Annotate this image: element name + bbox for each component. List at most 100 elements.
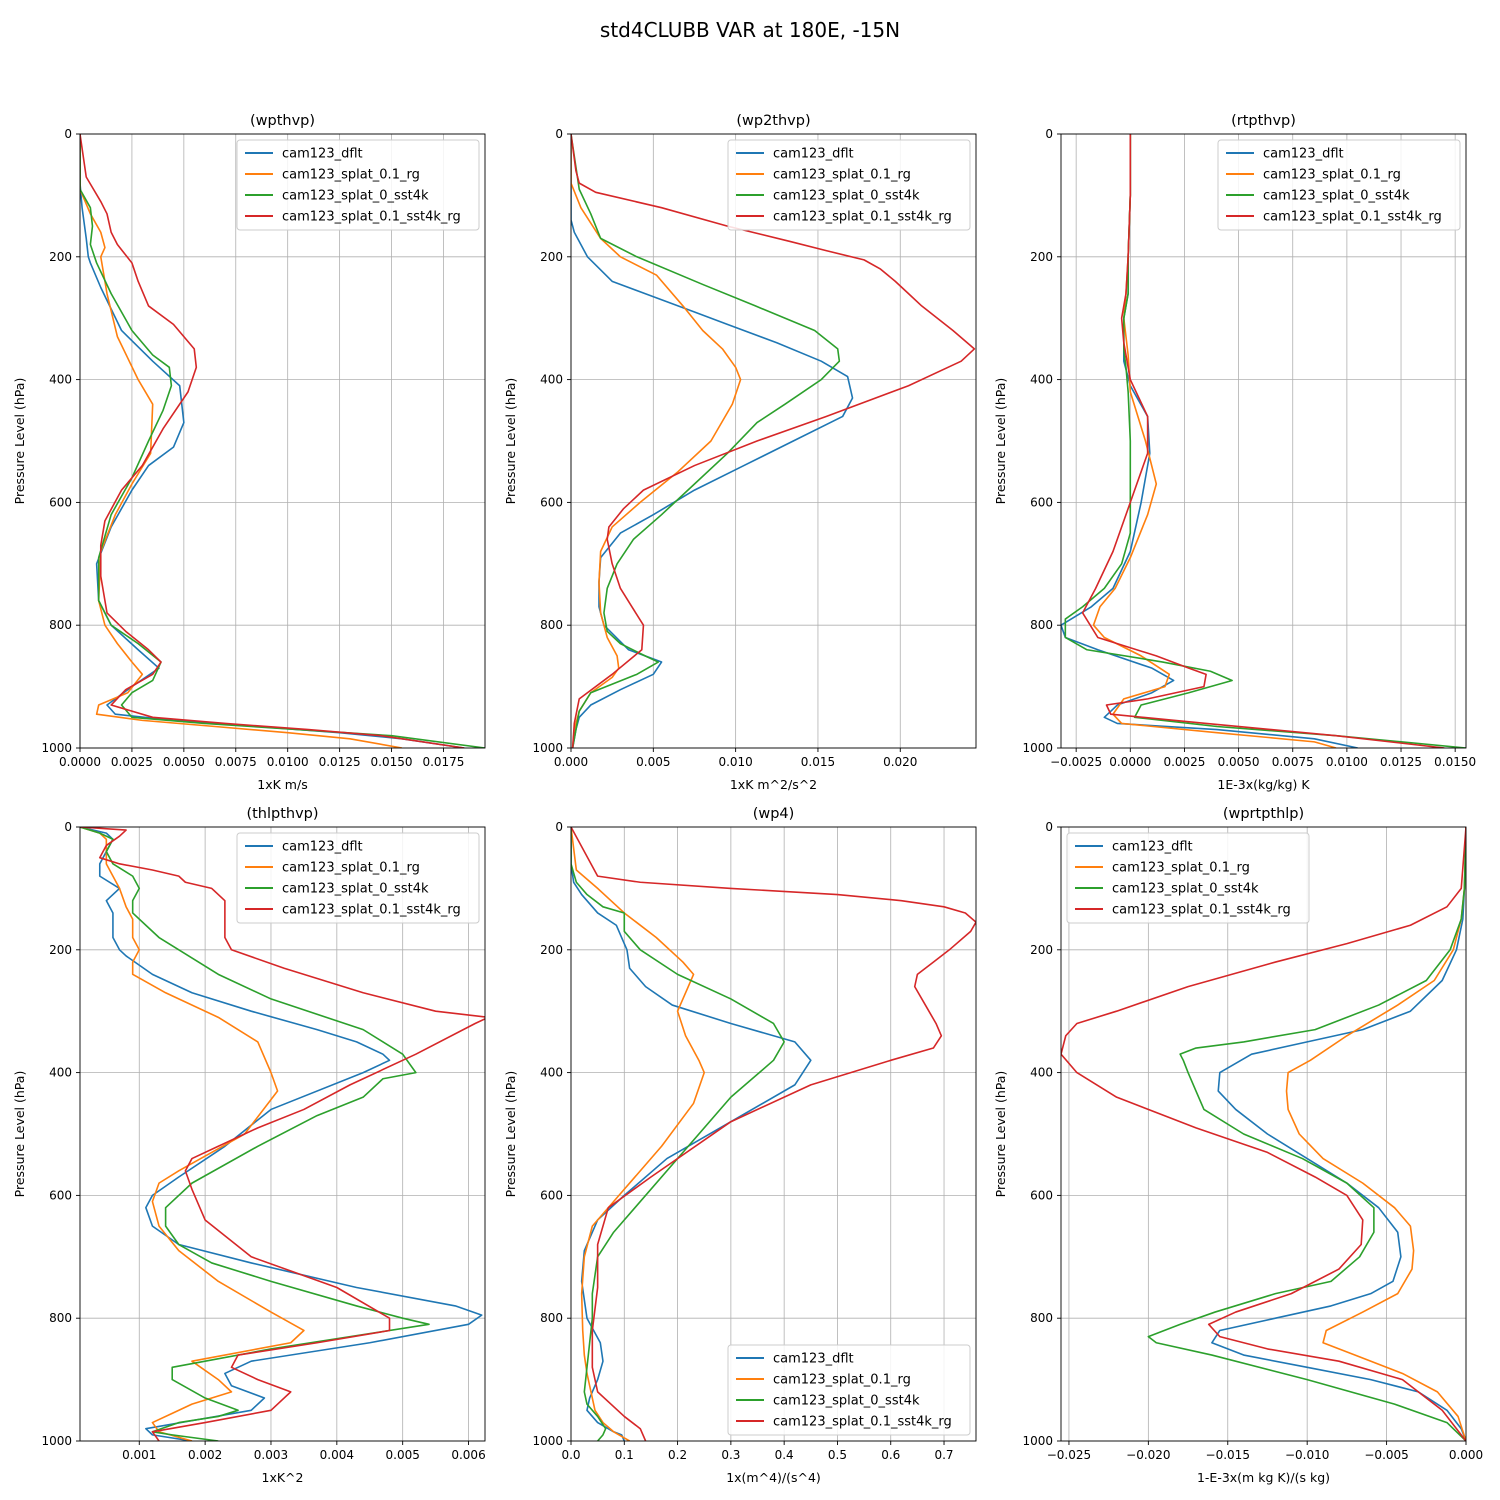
x-axis-label: 1xK^2 (262, 1470, 304, 1485)
legend-label: cam123_splat_0.1_rg (1112, 861, 1250, 876)
y-tick-label: 0 (1045, 820, 1053, 834)
legend-box (236, 832, 480, 924)
x-axis-label: 1E-3x(kg/kg) K (1217, 777, 1310, 792)
series-line-cam123_splat_0.1_sst4k_rg (80, 134, 465, 748)
x-tick-label: 0.005 (386, 1448, 420, 1462)
legend-label: cam123_splat_0.1_rg (282, 168, 420, 183)
legend-label: cam123_splat_0_sst4k (1112, 882, 1259, 897)
subplot-5: 0.0 0.1 0.2 0.3 0.4 0.5 0.6 0.7 0 200 400 600 800 100… (503, 806, 977, 1485)
axes-frame (570, 133, 977, 749)
y-axis-label: Pressure Level (hPa) (503, 1071, 518, 1198)
y-tick-label: 800 (49, 618, 72, 632)
x-tick-label: 0.0000 (1109, 755, 1151, 769)
y-tick-label: 400 (1030, 1066, 1053, 1080)
series-line-cam123_splat_0_sst4k (571, 827, 785, 1441)
series-line-cam123_splat_0.1_rg (571, 827, 706, 1441)
y-tick-label: 1000 (1022, 741, 1053, 755)
x-tick-label: 0.6 (881, 1448, 900, 1462)
y-tick-label: 0 (555, 820, 563, 834)
series-group (80, 827, 485, 1441)
x-tick-label: 0.006 (451, 1448, 485, 1462)
legend: cam123_dflt cam123_splat_0.1_rg cam123_spl… (236, 139, 480, 231)
x-tick-label: 0.000 (1449, 1448, 1483, 1462)
legend-box (727, 1344, 971, 1436)
x-tick-label: −0.015 (1206, 1448, 1250, 1462)
series-line-cam123_splat_0.1_rg (571, 134, 742, 748)
legend-label: cam123_splat_0.1_rg (282, 861, 420, 876)
y-axis-label: Pressure Level (hPa) (993, 1071, 1008, 1198)
y-tick-label: 0 (1045, 127, 1053, 141)
series-line-cam123_dflt (571, 134, 854, 748)
subplot-title: (wp4) (753, 806, 795, 822)
x-axis-label: 1x(m^4)/(s^4) (726, 1470, 821, 1485)
plot-area (571, 134, 976, 748)
subplot-4: 0.001 0.002 0.003 0.004 0.005 0.006 0 200 400 600… (12, 806, 486, 1485)
series-line-cam123_splat_0_sst4k (80, 134, 485, 748)
y-tick-label: 1000 (532, 1434, 563, 1448)
x-tick-label: 0.001 (122, 1448, 156, 1462)
y-tick-label: 800 (49, 1311, 72, 1325)
y-tick-label: 200 (540, 943, 563, 957)
legend-label: cam123_splat_0_sst4k (282, 189, 429, 204)
y-axis-label: Pressure Level (hPa) (12, 1071, 27, 1198)
subplot-1: 0.0000 0.0025 0.0050 0.0075 0.0100 0.0125 0.01… (12, 113, 486, 792)
y-tick-label: 800 (540, 1311, 563, 1325)
series-line-cam123_dflt (80, 134, 465, 748)
y-tick-label: 1000 (41, 1434, 72, 1448)
y-tick-label: 0 (64, 820, 72, 834)
subplot-2: 0.000 0.005 0.010 0.015 0.020 0 200 400 600 800 10… (503, 113, 977, 792)
x-tick-label: 0.020 (883, 755, 917, 769)
y-tick-label: 800 (1030, 618, 1053, 632)
y-tick-label: 0 (555, 127, 563, 141)
series-line-cam123_dflt (1211, 827, 1466, 1441)
subplot-title: (rtpthvp) (1231, 113, 1296, 129)
legend-label: cam123_splat_0_sst4k (773, 1394, 920, 1409)
x-axis-label: 1-E-3x(m kg K)/(s kg) (1197, 1470, 1330, 1485)
y-tick-label: 0 (64, 127, 72, 141)
x-tick-label: 0.0075 (1272, 755, 1314, 769)
legend-label: cam123_splat_0.1_sst4k_rg (773, 1415, 952, 1430)
legend-box (236, 139, 480, 231)
x-tick-label: 0.0 (561, 1448, 580, 1462)
y-tick-label: 600 (540, 495, 563, 509)
legend-label: cam123_splat_0.1_sst4k_rg (1112, 903, 1291, 918)
x-tick-label: 0.0100 (267, 755, 309, 769)
legend-label: cam123_splat_0.1_rg (1263, 168, 1401, 183)
series-line-cam123_splat_0.1_rg (80, 827, 305, 1441)
x-tick-label: −0.010 (1285, 1448, 1329, 1462)
y-tick-label: 800 (1030, 1311, 1053, 1325)
legend-label: cam123_splat_0_sst4k (773, 189, 920, 204)
x-tick-label: 0.0000 (59, 755, 101, 769)
y-tick-label: 1000 (1022, 1434, 1053, 1448)
series-line-cam123_splat_0.1_sst4k_rg (571, 827, 976, 1441)
x-tick-label: −0.0025 (1050, 755, 1102, 769)
x-tick-label: 0.015 (801, 755, 835, 769)
legend-label: cam123_splat_0.1_sst4k_rg (1263, 210, 1442, 225)
legend: cam123_dflt cam123_splat_0.1_rg cam123_spl… (1217, 139, 1461, 231)
y-tick-label: 200 (49, 943, 72, 957)
legend-label: cam123_splat_0.1_rg (773, 1373, 911, 1388)
x-tick-label: 0.010 (718, 755, 752, 769)
axes-frame (1060, 826, 1467, 1442)
axes-frame (570, 826, 977, 1442)
x-tick-label: −0.005 (1364, 1448, 1408, 1462)
y-tick-label: 1000 (532, 741, 563, 755)
series-line-cam123_splat_0.1_sst4k_rg (571, 134, 976, 748)
y-tick-label: 400 (540, 373, 563, 387)
y-tick-label: 200 (1030, 250, 1053, 264)
x-tick-label: 0.5 (828, 1448, 847, 1462)
plot-area (571, 827, 976, 1441)
y-tick-label: 200 (49, 250, 72, 264)
x-tick-label: 0.3 (721, 1448, 740, 1462)
axes-frame (79, 826, 486, 1442)
subplot-title: (wpthvp) (250, 113, 315, 129)
y-axis-label: Pressure Level (hPa) (503, 378, 518, 505)
y-tick-label: 600 (1030, 495, 1053, 509)
subplot-title: (wprtpthlp) (1223, 806, 1304, 822)
legend-label: cam123_splat_0.1_sst4k_rg (282, 210, 461, 225)
legend-box (1066, 832, 1310, 924)
x-tick-label: 0.0025 (1163, 755, 1205, 769)
series-group (571, 134, 976, 748)
x-tick-label: 0.7 (934, 1448, 953, 1462)
y-tick-label: 600 (49, 495, 72, 509)
